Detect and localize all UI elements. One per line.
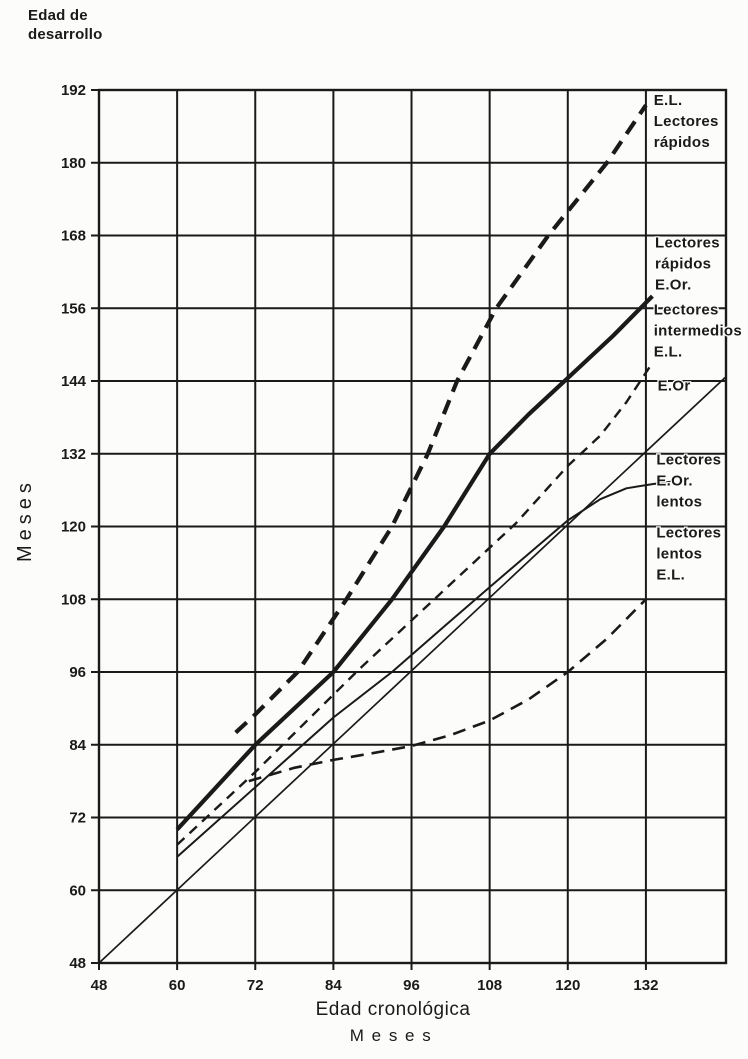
curve-el-lectores-rapidos bbox=[234, 104, 648, 735]
label-el-lectores-rapidos-line-2: Lectores bbox=[654, 113, 719, 130]
y-tick-label: 132 bbox=[61, 446, 86, 463]
x-axis-subtitle: M e s e s bbox=[349, 1026, 433, 1045]
x-tick-label: 132 bbox=[633, 977, 658, 994]
y-tick-label: 156 bbox=[61, 300, 86, 317]
label-el-lectores-rapidos-line-3: rápidos bbox=[654, 134, 710, 151]
curve-lectores-eor-lentos bbox=[176, 480, 673, 858]
label-lectores-intermedios-el-line-3: E.L. bbox=[654, 343, 683, 360]
label-lectores-lentos-el: Lectores lentos E.L. bbox=[656, 524, 721, 583]
label-el-lectores-rapidos-line-1: E.L. bbox=[654, 92, 683, 109]
y-tick-label: 96 bbox=[69, 664, 86, 681]
y-tick-label: 84 bbox=[69, 737, 86, 754]
curve-lectores-rapidos-eor bbox=[175, 294, 654, 832]
label-lectores-eor-lentos: Lectores E.Or. lentos bbox=[656, 452, 721, 511]
label-lectores-eor-lentos-line-1: Lectores bbox=[656, 452, 721, 469]
label-eor-line-1: E.Or bbox=[658, 378, 691, 395]
y-tick-label: 180 bbox=[61, 155, 86, 172]
y-axis-caption: Edad de desarrollo bbox=[28, 6, 103, 44]
label-lectores-eor-lentos-line-3: lentos bbox=[656, 494, 702, 511]
x-tick-label: 60 bbox=[169, 977, 186, 994]
y-tick-label: 144 bbox=[61, 373, 87, 390]
label-lectores-lentos-el-line-1: Lectores bbox=[656, 524, 721, 541]
y-tick-label: 108 bbox=[61, 591, 86, 608]
x-tick-label: 84 bbox=[325, 977, 342, 994]
x-tick-label: 72 bbox=[247, 977, 264, 994]
label-lectores-intermedios-el: Lectores intermedios E.L. bbox=[654, 301, 742, 360]
label-lectores-eor-lentos-line-2: E.Or. bbox=[656, 473, 693, 490]
label-lectores-intermedios-el-line-1: Lectores bbox=[654, 301, 719, 318]
label-eor: E.Or bbox=[658, 378, 691, 395]
label-lectores-lentos-el-line-3: E.L. bbox=[656, 566, 685, 583]
label-lectores-intermedios-el-line-2: intermedios bbox=[654, 322, 742, 339]
curve-lectores-intermedios-el bbox=[176, 362, 654, 846]
y-tick-label: 120 bbox=[61, 519, 86, 536]
label-lectores-rapidos-eor-line-3: E.Or. bbox=[655, 277, 692, 294]
x-axis-title: Edad cronológica bbox=[315, 999, 471, 1020]
label-el-lectores-rapidos: E.L. Lectores rápidos bbox=[654, 92, 719, 151]
label-lectores-lentos-el-line-2: lentos bbox=[656, 545, 702, 562]
y-axis-caption-line-2: desarrollo bbox=[28, 26, 103, 43]
y-tick-label: 192 bbox=[61, 82, 86, 99]
label-lectores-rapidos-eor: Lectores rápidos E.Or. bbox=[655, 235, 720, 294]
curve-reference-eor-intermedios bbox=[98, 376, 726, 964]
label-lectores-rapidos-eor-line-2: rápidos bbox=[655, 256, 711, 273]
curve-lectores-lentos-el bbox=[248, 598, 647, 783]
x-tick-label: 108 bbox=[477, 977, 502, 994]
y-tick-label: 60 bbox=[69, 882, 86, 899]
label-lectores-rapidos-eor-line-1: Lectores bbox=[655, 235, 720, 252]
x-tick-label: 48 bbox=[91, 977, 108, 994]
x-tick-label: 96 bbox=[403, 977, 420, 994]
y-tick-label: 48 bbox=[69, 955, 86, 972]
y-axis-caption-line-1: Edad de bbox=[28, 7, 88, 24]
y-tick-label: 168 bbox=[61, 228, 86, 245]
y-tick-label: 72 bbox=[69, 810, 86, 827]
x-tick-label: 120 bbox=[555, 977, 580, 994]
